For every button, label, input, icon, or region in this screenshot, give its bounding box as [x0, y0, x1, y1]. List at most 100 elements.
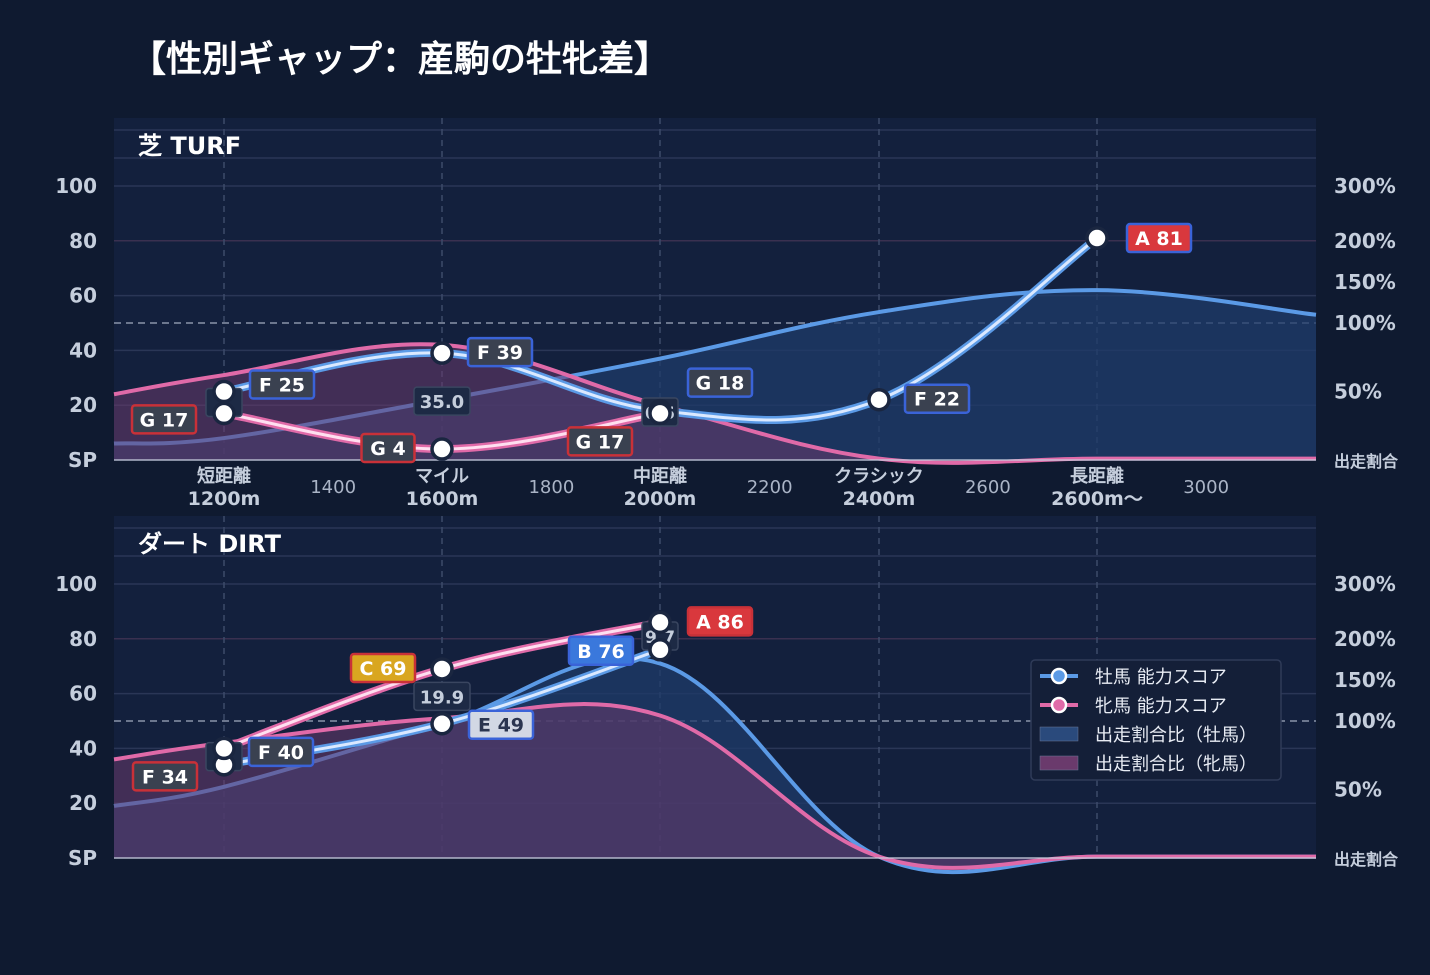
- legend-marker-swatch: [1050, 667, 1068, 685]
- score-badge: E 49: [467, 709, 535, 740]
- score-badge-text: F 39: [477, 342, 523, 364]
- y-tick-label: 40: [69, 736, 97, 760]
- gap-label-box: [413, 681, 471, 712]
- y-tick-label: 80: [69, 627, 97, 651]
- score-badge-box: [349, 652, 417, 684]
- y2-tick-label: 300%: [1334, 174, 1396, 198]
- x-category-label: クラシック: [834, 466, 924, 487]
- score-badge-box: [360, 432, 416, 464]
- x-category-label: 短距離: [197, 465, 251, 487]
- data-point-marker: [430, 437, 454, 461]
- score-badge: A 81: [1125, 222, 1193, 254]
- data-point-marker: [430, 711, 454, 736]
- gap-label: 19.9: [420, 687, 464, 708]
- data-point-marker: [212, 379, 236, 404]
- data-point-marker: [648, 401, 672, 426]
- y2-tick-label: 出走割合: [1334, 452, 1399, 471]
- y-tick-label: 100: [55, 572, 97, 596]
- y-tick-label: 40: [69, 338, 97, 362]
- y2-tick-label: 100%: [1334, 709, 1396, 733]
- gap-label-box: [413, 386, 471, 416]
- score-badge-text: F 22: [914, 389, 960, 411]
- x-minor-tick-label: 2200: [747, 477, 793, 498]
- panel-label: ダート DIRT: [138, 530, 282, 558]
- x-category-distance: 2000m: [624, 488, 697, 510]
- score-badge-text: G 17: [576, 431, 625, 453]
- y2-tick-label: 50%: [1334, 380, 1382, 404]
- x-category-distance: 1200m: [188, 488, 261, 510]
- data-point-marker: [867, 387, 891, 412]
- x-minor-tick-label: 3000: [1183, 477, 1229, 498]
- score-badge-box: [903, 383, 971, 414]
- y2-tick-label: 150%: [1334, 270, 1396, 294]
- legend-label: 出走割合比（牝馬）: [1095, 754, 1257, 775]
- y2-tick-label: 100%: [1334, 311, 1396, 335]
- y2-tick-label: 200%: [1334, 229, 1396, 253]
- x-category-distance: 1600m: [406, 488, 479, 510]
- legend-label: 牡馬 能力スコア: [1095, 667, 1227, 688]
- score-badge-box: [466, 336, 534, 368]
- score-badge-text: E 49: [478, 715, 524, 737]
- score-badge: F 22: [903, 383, 971, 414]
- score-badge-box: [566, 426, 634, 457]
- score-badge: F 34: [131, 761, 199, 792]
- legend-label: 出走割合比（牡馬）: [1095, 725, 1257, 746]
- score-badge-box: [248, 369, 316, 400]
- y-tick-label: 20: [69, 393, 97, 417]
- y-tick-label: 60: [69, 682, 97, 706]
- y-tick-label: 20: [69, 791, 97, 815]
- score-badge: B 76: [567, 635, 635, 667]
- score-badge-text: G 17: [140, 409, 189, 431]
- score-badge-box: [467, 709, 535, 740]
- score-badge-text: F 25: [259, 375, 305, 397]
- y2-tick-label: 150%: [1334, 668, 1396, 692]
- legend-label: 牝馬 能力スコア: [1095, 696, 1227, 717]
- y2-tick-label: 200%: [1334, 627, 1396, 651]
- x-category-label: 中距離: [633, 465, 687, 487]
- chart-title: 【性別ギャップ：産駒の牡牝差】: [130, 39, 671, 80]
- score-badge: G 17: [566, 426, 634, 457]
- y2-tick-label: 出走割合: [1334, 850, 1399, 869]
- score-badge-box: [567, 635, 635, 667]
- score-badge-text: F 34: [142, 766, 188, 788]
- x-category-label: 長距離: [1070, 465, 1124, 487]
- y-tick-label: SP: [68, 448, 97, 472]
- y-tick-label: SP: [68, 846, 97, 870]
- y2-tick-label: 50%: [1334, 778, 1382, 802]
- data-point-marker: [212, 401, 236, 426]
- score-badge-text: G 4: [370, 438, 405, 460]
- score-badge: F 39: [466, 336, 534, 368]
- chart-panel-turf: 芝 TURF SP 20 40 60 80 100 出走割合 50% 100% 150% 200% 30…: [55, 118, 1399, 510]
- chart-panel-dirt: ダート DIRT SP 20 40 60 80 100 出走割合 50% 100% 150% 200%…: [55, 516, 1399, 875]
- legend-box: [1030, 659, 1282, 781]
- score-badge-box: [1125, 222, 1193, 254]
- panel-label: 芝 TURF: [138, 132, 241, 160]
- ratio-area: [114, 704, 1316, 868]
- ratio-area: [114, 344, 1316, 463]
- data-point-marker: [1085, 226, 1109, 250]
- score-badge-text: C 69: [360, 658, 407, 680]
- score-badge: C 69: [349, 652, 417, 684]
- legend-marker-swatch: [1050, 696, 1068, 714]
- data-point-marker: [430, 341, 454, 365]
- x-category-distance: 2400m: [843, 488, 916, 510]
- score-badge-text: G 18: [696, 373, 745, 395]
- legend-area-swatch: [1039, 726, 1079, 742]
- score-badge-box: [130, 404, 198, 435]
- score-badge-text: F 40: [258, 742, 304, 764]
- score-badge: A 86: [686, 606, 754, 637]
- x-category-label: マイル: [415, 466, 469, 487]
- data-point-marker: [212, 736, 236, 761]
- gap-label: 35.0: [420, 392, 464, 413]
- score-badge: G 4: [360, 432, 416, 464]
- score-badge-box: [686, 367, 754, 398]
- legend-area-swatch: [1039, 755, 1079, 771]
- x-minor-tick-label: 1400: [310, 477, 356, 498]
- score-badge-text: A 86: [696, 611, 744, 633]
- score-badge-box: [131, 761, 199, 792]
- y-tick-label: 80: [69, 229, 97, 253]
- data-point-marker: [648, 638, 672, 662]
- score-badge-box: [247, 736, 315, 768]
- y2-tick-label: 300%: [1334, 572, 1396, 596]
